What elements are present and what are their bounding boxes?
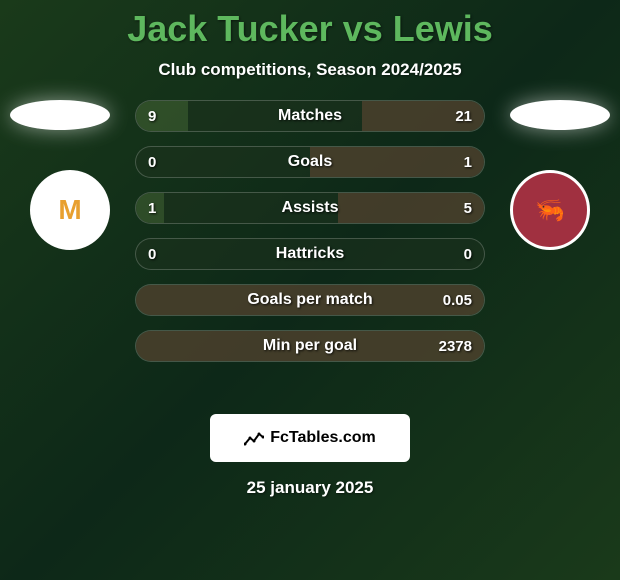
team-badge-right-icon: 🦐 — [535, 196, 565, 225]
page-subtitle: Club competitions, Season 2024/2025 — [0, 60, 620, 80]
spotlight-right — [510, 100, 610, 130]
stat-label: Hattricks — [276, 245, 344, 263]
stat-bar-right — [338, 193, 484, 223]
stat-row: Goals per match 0.05 — [135, 284, 485, 316]
stat-bar-right — [310, 147, 484, 177]
stat-row: Min per goal 2378 — [135, 330, 485, 362]
stat-value-left: 0 — [148, 154, 156, 171]
chart-icon — [244, 430, 264, 446]
brand-text: FcTables.com — [270, 429, 376, 447]
stat-value-left: 9 — [148, 108, 156, 125]
stat-label: Goals per match — [247, 291, 372, 309]
stat-label: Matches — [278, 107, 342, 125]
page-title: Jack Tucker vs Lewis — [0, 0, 620, 50]
content-area: M 🦐 9 Matches 21 0 Goals 1 1 Assists 5 0 Hattricks… — [0, 100, 620, 400]
stat-row: 9 Matches 21 — [135, 100, 485, 132]
stats-container: 9 Matches 21 0 Goals 1 1 Assists 5 0 Hattricks 0 Goa… — [135, 100, 485, 376]
stat-label: Min per goal — [263, 337, 357, 355]
team-badge-left: M — [30, 170, 110, 250]
stat-row: 1 Assists 5 — [135, 192, 485, 224]
team-badge-right: 🦐 — [510, 170, 590, 250]
stat-value-right: 5 — [464, 200, 472, 217]
date-text: 25 january 2025 — [0, 478, 620, 498]
stat-row: 0 Hattricks 0 — [135, 238, 485, 270]
stat-value-right: 1 — [464, 154, 472, 171]
stat-value-right: 21 — [455, 108, 472, 125]
brand-footer: FcTables.com — [210, 414, 410, 462]
stat-value-right: 0 — [464, 246, 472, 263]
team-badge-left-icon: M — [58, 194, 81, 226]
stat-bar-left — [136, 101, 188, 131]
spotlight-left — [10, 100, 110, 130]
stat-value-right: 0.05 — [443, 292, 472, 309]
stat-value-left: 0 — [148, 246, 156, 263]
stat-label: Assists — [282, 199, 339, 217]
stat-value-right: 2378 — [439, 338, 472, 355]
stat-label: Goals — [288, 153, 332, 171]
stat-row: 0 Goals 1 — [135, 146, 485, 178]
stat-value-left: 1 — [148, 200, 156, 217]
